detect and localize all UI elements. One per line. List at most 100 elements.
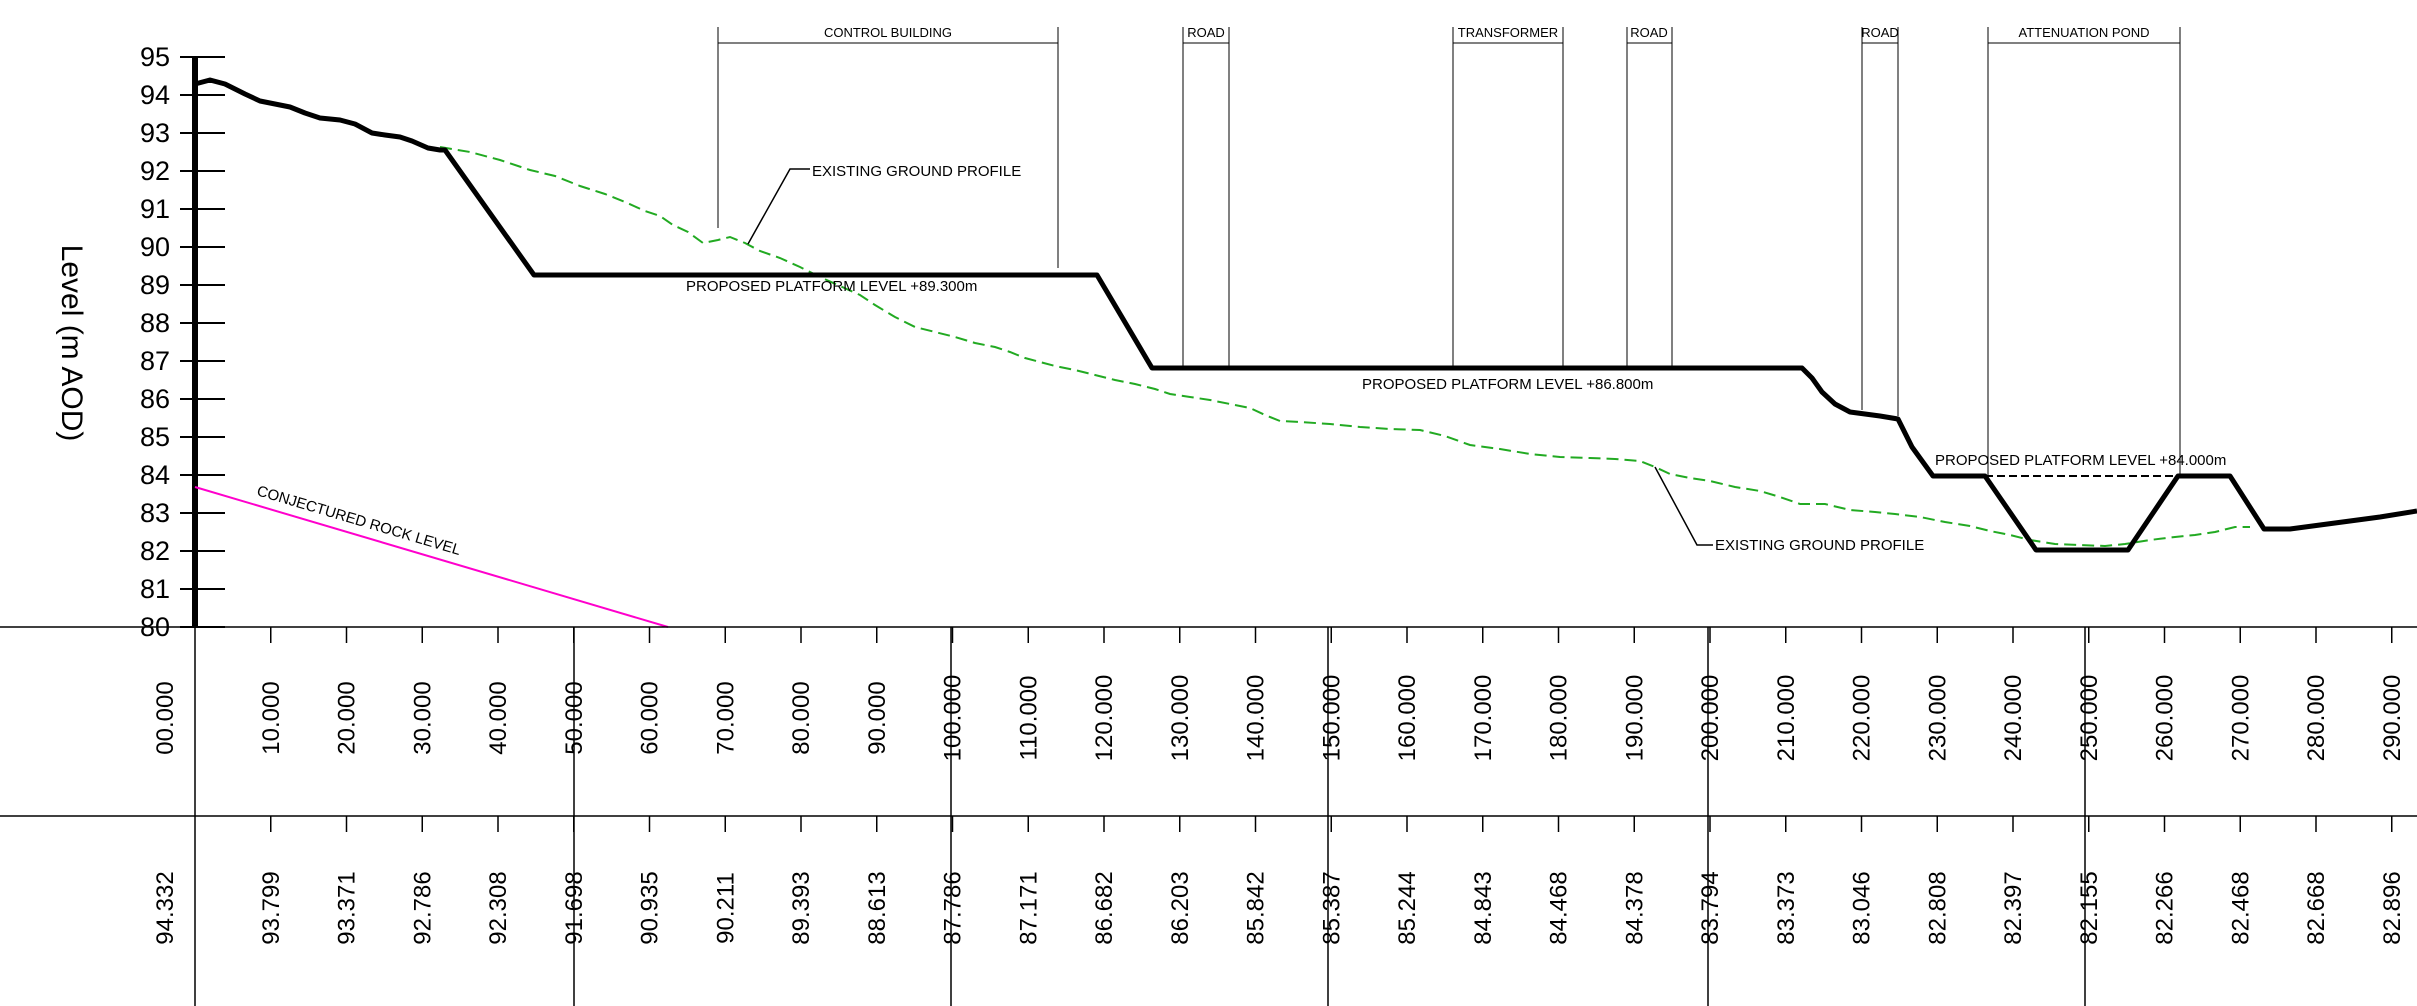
chainage-value: 150.000	[1318, 675, 1345, 762]
chainage-value: 30.000	[409, 681, 436, 754]
existing-ground-annotation-2: EXISTING GROUND PROFILE	[1654, 466, 1924, 554]
y-tick-label: 86	[140, 384, 170, 414]
ground-level-value: 88.613	[864, 871, 891, 944]
chainage-value: 270.000	[2227, 675, 2254, 762]
ground-level-value: 82.266	[2152, 871, 2179, 944]
ground-level-value: 82.397	[2000, 871, 2027, 944]
chainage-value: 290.000	[2379, 675, 2406, 762]
y-tick-label: 82	[140, 536, 170, 566]
y-tick-label: 92	[140, 156, 170, 186]
zone-label: ATTENUATION POND	[2019, 25, 2150, 40]
ground-level-value: 83.046	[1849, 871, 1876, 944]
chainage-value: 230.000	[1924, 675, 1951, 762]
zone-markers: CONTROL BUILDING ROAD TRANSFORMER ROAD R…	[717, 25, 2181, 476]
data-table	[0, 626, 2417, 1006]
y-tick-label: 91	[140, 194, 170, 224]
proposed-ground-profile	[194, 77, 2417, 553]
ground-level-value: 82.668	[2303, 871, 2330, 944]
chainage-value: 220.000	[1849, 675, 1876, 762]
ground-level-value: 83.373	[1773, 871, 1800, 944]
chainage-value: 170.000	[1470, 675, 1497, 762]
chainage-value: 240.000	[2000, 675, 2027, 762]
ground-level-value: 92.308	[485, 871, 512, 944]
y-axis-label: Level (m AOD)	[55, 245, 88, 442]
zone-label: TRANSFORMER	[1458, 25, 1558, 40]
chainage-value: 180.000	[1546, 675, 1573, 762]
y-tick-label: 89	[140, 270, 170, 300]
ground-level-value: 82.808	[1924, 871, 1951, 944]
chainage-value: 100.000	[940, 675, 967, 762]
chainage-value: 160.000	[1394, 675, 1421, 762]
zone-label: CONTROL BUILDING	[824, 25, 952, 40]
chainage-value: 280.000	[2303, 675, 2330, 762]
ground-level-value: 90.935	[637, 871, 664, 944]
y-axis-ticks: 80 81 82 83 84 85 86 87 88 89 90 91 92 93 94 95	[140, 42, 225, 642]
chainage-value: 210.000	[1773, 675, 1800, 762]
ground-level-value: 90.211	[712, 872, 739, 944]
chainage-value: 10.000	[258, 681, 285, 754]
ground-level-value: 84.378	[1621, 871, 1648, 944]
chainage-row: 00.000 10.000 20.000 30.000 40.000 50.000 60.0…	[152, 627, 2406, 761]
zone-transformer: TRANSFORMER	[1452, 25, 1564, 368]
platform-level-label-2: PROPOSED PLATFORM LEVEL +86.800m	[1362, 376, 1653, 393]
chainage-value: 120.000	[1091, 675, 1118, 762]
existing-ground-label: EXISTING GROUND PROFILE	[812, 163, 1021, 180]
ground-level-value: 86.682	[1091, 871, 1118, 944]
chainage-value: 20.000	[334, 681, 361, 754]
ground-level-row: 94.332 93.799 93.371 92.786 92.308 91.698 90.9…	[152, 816, 2406, 945]
chainage-value: 70.000	[712, 681, 739, 754]
ground-level-value: 82.896	[2379, 871, 2406, 944]
ground-level-value: 84.468	[1546, 871, 1573, 944]
chainage-value: 260.000	[2152, 675, 2179, 762]
existing-ground-profile	[439, 146, 2250, 548]
zone-road: ROAD	[1182, 25, 1230, 368]
chainage-value: 90.000	[864, 681, 891, 754]
y-tick-label: 84	[140, 460, 170, 490]
chainage-value: 50.000	[561, 681, 588, 754]
chainage-value: 80.000	[788, 681, 815, 754]
chainage-value: 200.000	[1697, 675, 1724, 762]
y-tick-label: 88	[140, 308, 170, 338]
rock-level-line	[194, 486, 669, 628]
ground-level-value: 82.155	[2076, 871, 2103, 944]
zone-label: ROAD	[1630, 25, 1668, 40]
ground-level-value: 83.794	[1697, 871, 1724, 944]
y-tick-label: 85	[140, 422, 170, 452]
ground-level-value: 86.203	[1167, 871, 1194, 944]
platform-level-label-1: PROPOSED PLATFORM LEVEL +89.300m	[686, 278, 977, 295]
y-tick-label: 80	[140, 612, 170, 642]
ground-level-value: 82.468	[2227, 871, 2254, 944]
ground-level-value: 85.244	[1394, 871, 1421, 944]
ground-level-value: 84.843	[1470, 871, 1497, 944]
chainage-value: 60.000	[637, 681, 664, 754]
rock-level-label: CONJECTURED ROCK LEVEL	[255, 483, 463, 559]
existing-ground-annotation-1: EXISTING GROUND PROFILE	[747, 163, 1021, 245]
zone-label: ROAD	[1187, 25, 1225, 40]
ground-level-value: 91.698	[561, 871, 588, 944]
platform-level-label-3: PROPOSED PLATFORM LEVEL +84.000m	[1935, 452, 2226, 469]
y-tick-label: 90	[140, 232, 170, 262]
chainage-value: 00.000	[152, 681, 179, 754]
zone-label: ROAD	[1861, 25, 1899, 40]
y-tick-label: 93	[140, 118, 170, 148]
zone-road: ROAD	[1861, 25, 1899, 416]
ground-level-value: 87.171	[1015, 871, 1042, 944]
zone-control-building: CONTROL BUILDING	[717, 25, 1059, 268]
chainage-value: 140.000	[1243, 675, 1270, 762]
ground-level-value: 93.799	[258, 871, 285, 944]
chainage-value: 250.000	[2076, 675, 2103, 762]
y-tick-label: 94	[140, 80, 170, 110]
chainage-value: 190.000	[1621, 675, 1648, 762]
ground-level-value: 94.332	[152, 871, 179, 944]
ground-level-value: 85.387	[1318, 871, 1345, 944]
y-tick-label: 83	[140, 498, 170, 528]
chainage-value: 130.000	[1167, 675, 1194, 762]
existing-ground-label: EXISTING GROUND PROFILE	[1715, 537, 1924, 554]
ground-level-value: 85.842	[1243, 871, 1270, 944]
zone-road: ROAD	[1626, 25, 1673, 368]
ground-level-value: 92.786	[409, 871, 436, 944]
ground-level-value: 87.786	[940, 871, 967, 944]
zone-attenuation-pond: ATTENUATION POND	[1987, 25, 2181, 476]
